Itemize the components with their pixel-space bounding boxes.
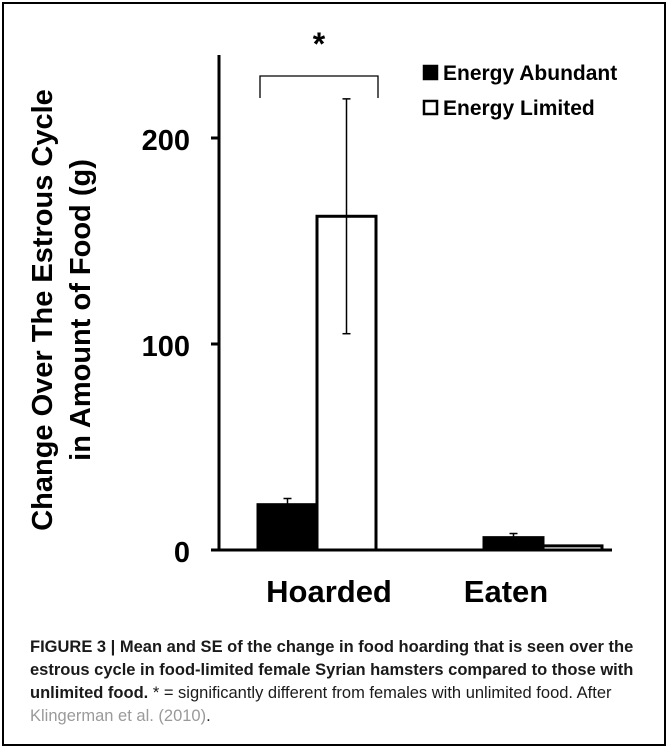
x-category-label: Hoarded: [266, 574, 392, 609]
bar-energy-abundant-eaten: [482, 536, 545, 552]
legend-label: Energy Limited: [443, 97, 595, 120]
bar-energy-limited-eaten: [541, 544, 604, 552]
caption-text: * = significantly different from females…: [148, 684, 612, 702]
y-axis-label-line-1: Change Over The Estrous Cycle: [27, 89, 59, 531]
y-tick-label: 200: [142, 125, 190, 157]
legend-label: Energy Abundant: [443, 62, 617, 85]
legend: Energy Abundant Energy Limited: [422, 62, 617, 120]
y-axis-label: Change Over The Estrous Cycle in Amount …: [27, 89, 97, 531]
caption-end: .: [206, 707, 211, 725]
caption-citation-link[interactable]: Klingerman et al. (2010): [30, 707, 207, 725]
bar-energy-abundant-hoarded: [256, 503, 319, 552]
error-bar: [283, 497, 292, 505]
caption-title: FIGURE 3 | Mean and SE of the change in …: [30, 638, 634, 702]
legend-swatch: [422, 99, 439, 116]
significance-marker: *: [259, 26, 379, 98]
y-axis-label-line-2: in Amount of Food (g): [65, 159, 97, 461]
significance-star: *: [313, 26, 326, 62]
y-tick-label: 100: [142, 331, 190, 363]
error-bar: [342, 98, 351, 335]
legend-swatch: [422, 64, 439, 81]
y-tick-label: 0: [174, 537, 190, 569]
significance-bracket: [259, 75, 379, 98]
x-category-label: Eaten: [464, 574, 548, 609]
bar-chart: Change Over The Estrous Cycle in Amount …: [27, 26, 617, 609]
figure-caption: FIGURE 3 | Mean and SE of the change in …: [30, 636, 650, 728]
figure-frame: [2, 2, 666, 746]
error-bar: [509, 532, 518, 538]
